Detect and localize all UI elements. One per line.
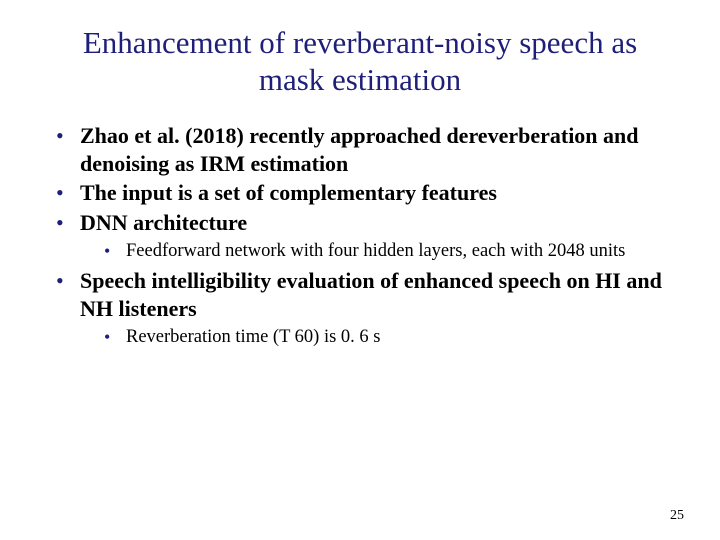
page-number: 25	[670, 508, 684, 524]
bullet-text: Speech intelligibility evaluation of enh…	[80, 268, 662, 321]
slide-title: Enhancement of reverberant-noisy speech …	[36, 24, 684, 98]
sub-bullet-list: Reverberation time (T 60) is 0. 6 s	[80, 325, 684, 350]
bullet-item: Zhao et al. (2018) recently approached d…	[56, 122, 684, 177]
bullet-item: The input is a set of complementary feat…	[56, 179, 684, 207]
bullet-item: DNN architecture Feedforward network wit…	[56, 209, 684, 264]
bullet-text: Zhao et al. (2018) recently approached d…	[80, 123, 639, 176]
sub-bullet-item: Reverberation time (T 60) is 0. 6 s	[104, 325, 684, 350]
bullet-text: The input is a set of complementary feat…	[80, 180, 497, 205]
sub-bullet-text: Feedforward network with four hidden lay…	[126, 241, 625, 261]
sub-bullet-list: Feedforward network with four hidden lay…	[80, 239, 684, 264]
main-bullet-list: Zhao et al. (2018) recently approached d…	[36, 122, 684, 350]
sub-bullet-item: Feedforward network with four hidden lay…	[104, 239, 684, 264]
bullet-text: DNN architecture	[80, 210, 247, 235]
slide-container: Enhancement of reverberant-noisy speech …	[0, 0, 720, 540]
bullet-item: Speech intelligibility evaluation of enh…	[56, 267, 684, 350]
sub-bullet-text: Reverberation time (T 60) is 0. 6 s	[126, 327, 381, 347]
